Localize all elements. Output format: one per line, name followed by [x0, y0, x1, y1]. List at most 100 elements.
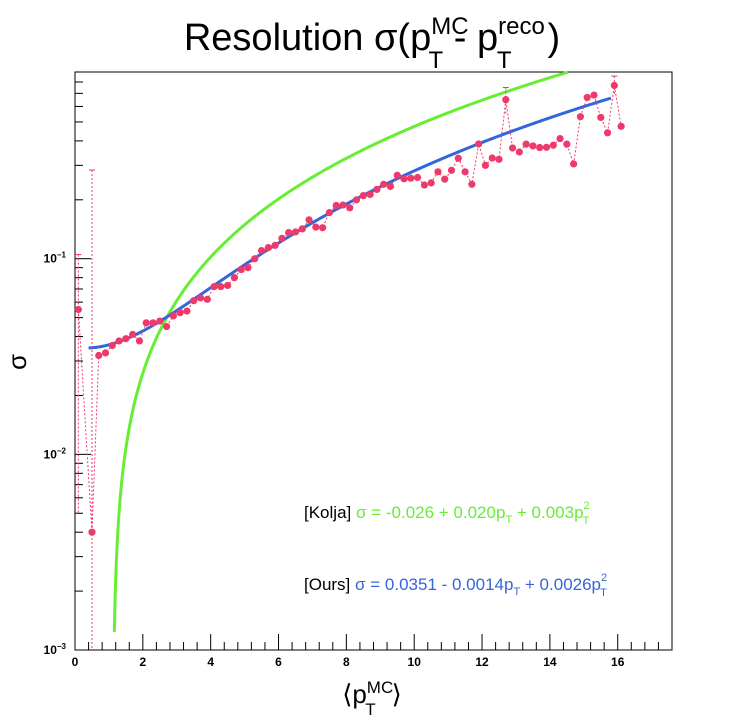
data-point	[441, 175, 449, 183]
data-point	[468, 180, 476, 188]
data-series	[74, 75, 625, 650]
data-point	[298, 225, 306, 233]
data-point	[400, 175, 408, 183]
data-point	[590, 91, 598, 99]
data-point	[488, 154, 496, 162]
y-axis-title: σ	[2, 354, 32, 370]
x-tick-label: 2	[139, 655, 146, 669]
data-point	[190, 297, 198, 305]
data-point	[108, 341, 116, 350]
data-point	[115, 337, 123, 345]
data-point	[610, 81, 618, 90]
data-point	[244, 264, 252, 272]
data-point	[407, 174, 415, 182]
data-point	[502, 96, 510, 104]
plot-frame	[74, 71, 673, 651]
data-point	[570, 160, 578, 168]
data-point	[603, 129, 612, 137]
data-point	[427, 179, 435, 187]
y-tick-label: 10−1	[44, 251, 67, 266]
title-reco-sub: T	[497, 47, 512, 74]
data-point	[135, 337, 144, 345]
data-point	[230, 274, 239, 282]
data-point	[617, 122, 625, 130]
data-point	[251, 255, 259, 263]
y-tick-label: 10−2	[44, 446, 67, 461]
data-point	[183, 307, 191, 315]
data-point	[203, 295, 211, 303]
data-point	[122, 335, 130, 343]
data-point	[373, 185, 381, 194]
fit-curve-kolja	[112, 70, 569, 632]
data-point	[529, 142, 537, 150]
data-point	[325, 209, 334, 217]
legend-ours: [Ours] σ = 0.0351 - 0.0014pT + 0.0026p2 T	[304, 572, 607, 599]
data-point	[475, 140, 483, 148]
data-point	[162, 322, 171, 331]
data-point	[129, 330, 137, 339]
legend-kolja: [Kolja] σ = -0.026 + 0.020pT + 0.003p2 T	[304, 500, 590, 527]
data-connector	[77, 85, 622, 533]
data-point	[583, 93, 591, 102]
data-point	[285, 228, 293, 237]
legend-kolja-label: [Kolja]	[304, 503, 351, 522]
data-point	[88, 528, 96, 536]
data-point	[264, 243, 272, 252]
y-tick-label: 10−3	[44, 642, 67, 657]
data-point	[352, 196, 361, 204]
data-point	[393, 171, 401, 179]
legend-ours-formula: σ = 0.0351 - 0.0014pT + 0.0026p2 T	[355, 572, 607, 599]
data-point	[434, 168, 442, 176]
data-point	[346, 204, 354, 212]
data-point	[481, 161, 490, 169]
data-point	[305, 216, 313, 224]
data-point	[563, 140, 571, 148]
data-point	[312, 223, 320, 231]
fit-curves	[88, 70, 612, 632]
data-point	[319, 224, 327, 232]
title-mc-sup: MC	[431, 13, 468, 40]
data-point	[386, 182, 395, 191]
data-point	[380, 180, 388, 188]
data-point	[447, 166, 456, 174]
data-point	[339, 201, 347, 209]
data-point	[257, 246, 266, 255]
data-point	[101, 349, 110, 357]
x-axis-title: ⟨pMC T⟩	[342, 678, 402, 719]
data-point	[95, 351, 103, 360]
data-point	[217, 283, 225, 291]
x-axis-tick-labels: 0 2 4 6 8 10 12 14 16	[72, 655, 625, 669]
title-mc-sub: T	[429, 47, 444, 74]
x-tick-label: 16	[611, 655, 625, 669]
y-axis-ticks	[75, 71, 91, 651]
x-tick-label: 14	[543, 655, 557, 669]
data-point	[332, 201, 340, 210]
data-point	[142, 319, 150, 327]
data-point	[461, 168, 469, 176]
data-point	[413, 173, 422, 182]
data-point	[556, 134, 564, 143]
data-point	[278, 234, 286, 242]
x-tick-label: 8	[343, 655, 350, 669]
legend-ours-label: [Ours]	[304, 575, 350, 594]
data-point	[515, 148, 523, 156]
legend-kolja-formula: σ = -0.026 + 0.020pT + 0.003p2 T	[356, 500, 590, 527]
x-tick-label: 0	[72, 655, 79, 669]
data-point	[495, 155, 503, 163]
data-point	[169, 312, 177, 320]
y-axis-tick-labels: 10−1 10−2 10−3	[44, 251, 67, 657]
x-tick-label: 6	[275, 655, 282, 669]
title-reco-sup: reco	[498, 13, 545, 40]
data-point	[576, 113, 585, 121]
data-point	[149, 319, 157, 327]
data-point	[196, 294, 205, 302]
data-point	[522, 140, 530, 148]
data-point	[597, 113, 605, 122]
data-point	[176, 309, 184, 317]
data-point	[224, 281, 232, 290]
data-point	[366, 190, 374, 199]
fit-curve-ours	[88, 96, 612, 350]
data-point	[542, 143, 551, 151]
data-point	[271, 241, 279, 249]
